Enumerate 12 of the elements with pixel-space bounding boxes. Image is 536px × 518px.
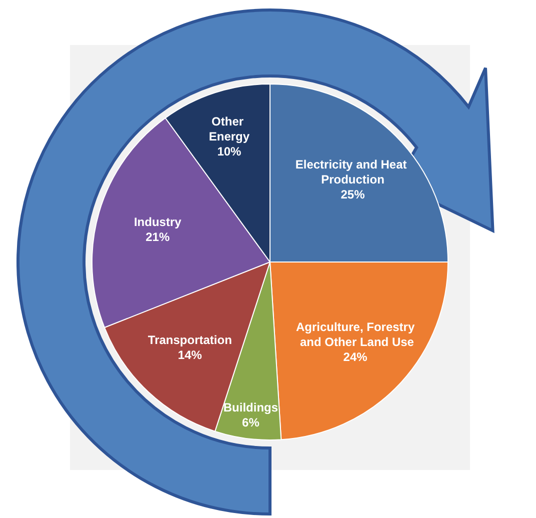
slice-label: Agriculture, Forestry and Other Land Use — [296, 320, 415, 350]
slice-label: Industry — [134, 214, 182, 229]
data-label: 21% — [146, 230, 170, 244]
slice-label: Transportation — [148, 332, 232, 347]
data-label: 6% — [242, 415, 260, 430]
data-label: 25% — [340, 187, 366, 202]
data-label: 10% — [217, 144, 242, 158]
data-label: 14% — [178, 348, 202, 362]
slice-label: Other Energy — [208, 114, 250, 144]
slice-label: Electricity and Heat Production — [295, 157, 410, 186]
slice-label: Buildings — [223, 400, 278, 414]
data-label: 24% — [343, 350, 368, 364]
